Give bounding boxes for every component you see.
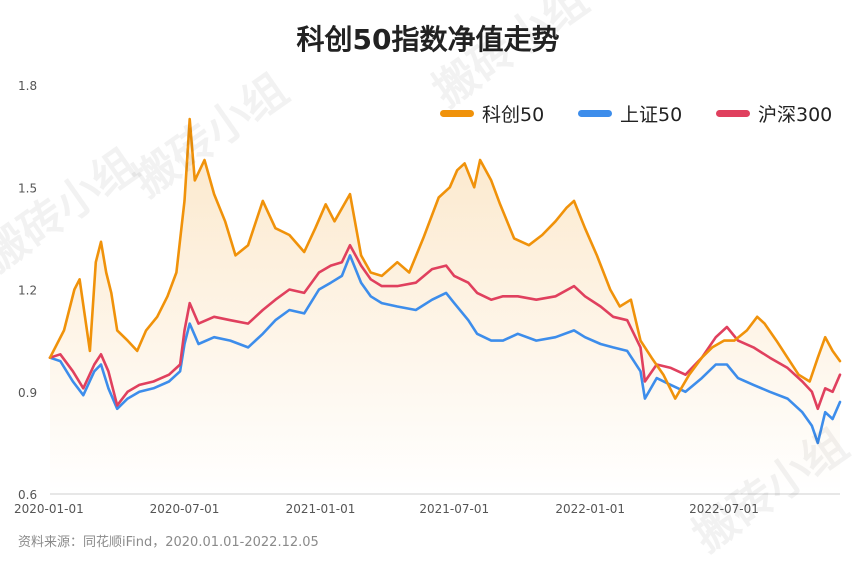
x-tick-label: 2020-07-01 xyxy=(150,502,220,516)
legend-label-sz50: 上证50 xyxy=(620,104,683,126)
series-line-sz50 xyxy=(48,254,842,445)
legend-swatch-hs300 xyxy=(716,110,750,117)
legend-swatch-sz50 xyxy=(578,110,612,117)
legend-swatch-kc50 xyxy=(440,110,474,117)
source-note: 资料来源：同花顺iFind，2020.01.01-2022.12.05 xyxy=(18,535,319,550)
y-tick-label: 1.2 xyxy=(18,284,37,298)
y-tick-label: 0.9 xyxy=(18,386,37,400)
x-tick-label: 2021-07-01 xyxy=(419,502,489,516)
legend-label-hs300: 沪深300 xyxy=(758,104,833,126)
legend-item-kc50: 科创50 xyxy=(440,100,544,127)
y-tick-label: 1.5 xyxy=(18,181,37,195)
y-tick-label: 1.8 xyxy=(18,79,37,93)
series-line-hs300 xyxy=(48,243,842,411)
legend-label-kc50: 科创50 xyxy=(482,104,545,126)
x-tick-label: 2022-07-01 xyxy=(689,502,759,516)
legend-item-hs300: 沪深300 xyxy=(716,100,832,127)
y-tick-label: 0.6 xyxy=(18,488,37,502)
series-line-kc50 xyxy=(48,117,842,400)
x-tick-label: 2021-01-01 xyxy=(286,502,356,516)
legend-item-sz50: 上证50 xyxy=(578,100,682,127)
x-tick-label: 2020-01-01 xyxy=(14,502,84,516)
x-tick-label: 2022-01-01 xyxy=(555,502,625,516)
chart-title: 科创50指数净值走势 xyxy=(296,23,560,56)
kc50-area xyxy=(50,119,840,494)
